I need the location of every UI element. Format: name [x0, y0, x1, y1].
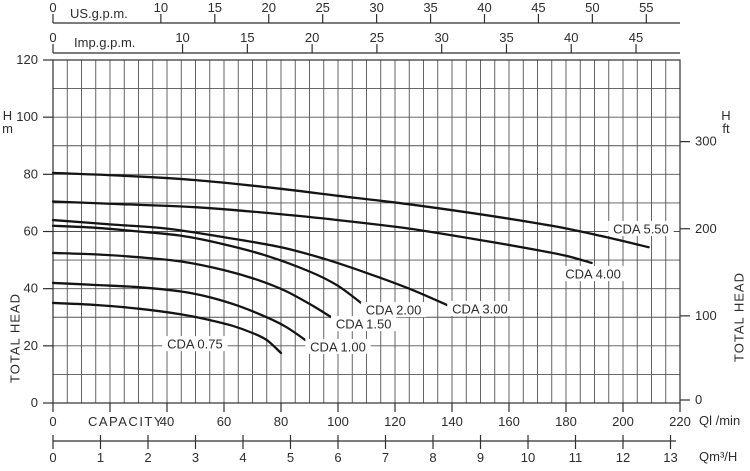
- us-gpm-unit-label: US.g.p.m.: [70, 6, 128, 21]
- us-gpm-tick-label: 35: [423, 0, 437, 15]
- left-axis-tick-label: 40: [24, 281, 38, 296]
- lmin-tick-label: 100: [327, 414, 349, 429]
- total-head-label-right: TOTAL HEAD: [731, 272, 747, 362]
- curve-label-cda-0-75: CDA 0.75: [167, 337, 223, 352]
- us-gpm-tick-label: 25: [315, 0, 329, 15]
- right-axis-tick-label: 100: [695, 308, 717, 323]
- lmin-tick-label: 180: [555, 414, 577, 429]
- curve-cda-3-00: [51, 218, 454, 309]
- m3h-tick-label: 3: [192, 450, 199, 465]
- q-m3h-unit-label: Qm³/H: [699, 449, 738, 464]
- curve-label-cda-1-50: CDA 1.50: [336, 317, 392, 332]
- imp-gpm-tick-label: 35: [499, 30, 513, 45]
- lmin-tick-label: 0: [49, 414, 56, 429]
- total-head-label-left: TOTAL HEAD: [7, 293, 23, 383]
- head-unit-left-h: H: [2, 108, 13, 123]
- right-axis-tick-label: 300: [695, 134, 717, 149]
- curve-cda-0-75: [51, 301, 283, 355]
- lmin-tick-label: 140: [441, 414, 463, 429]
- curve-label-mask: [162, 336, 228, 352]
- lmin-tick-label: 160: [498, 414, 520, 429]
- head-unit-left: H m: [0, 109, 15, 135]
- us-gpm-tick-label: 0: [49, 0, 56, 15]
- us-gpm-tick-label: 10: [154, 0, 168, 15]
- curve-cda-1-00: [51, 281, 311, 345]
- curve-label-mask: [608, 220, 674, 236]
- curve-label-mask: [447, 300, 513, 316]
- m3h-tick-label: 12: [616, 450, 630, 465]
- lmin-tick-label: 220: [669, 414, 691, 429]
- m3h-tick-label: 8: [429, 450, 436, 465]
- curve-cda-5-50: [51, 171, 650, 249]
- us-gpm-tick-label: 15: [208, 0, 222, 15]
- m3h-tick-label: 6: [334, 450, 341, 465]
- imp-gpm-tick-label: 10: [175, 30, 189, 45]
- left-axis-tick-label: 100: [16, 109, 38, 124]
- q-lmin-unit-label: Ql /min: [699, 413, 741, 428]
- us-gpm-tick-label: 20: [262, 0, 276, 15]
- m3h-tick-label: 13: [663, 450, 677, 465]
- us-gpm-tick-label: 50: [585, 0, 599, 15]
- lmin-tick-label: 60: [217, 414, 231, 429]
- head-unit-left-m: m: [2, 121, 13, 136]
- curve-label-cda-4-00: CDA 4.00: [565, 267, 621, 282]
- left-axis-tick-label: 20: [24, 338, 38, 353]
- imp-gpm-tick-label: 15: [240, 30, 254, 45]
- curve-label-cda-5-50: CDA 5.50: [613, 221, 669, 236]
- us-gpm-tick-label: 40: [477, 0, 491, 15]
- us-gpm-tick-label: 55: [639, 0, 653, 15]
- curve-cda-2-00: [51, 224, 368, 309]
- right-axis-tick-label: 0: [695, 392, 702, 407]
- imp-gpm-tick-label: 40: [564, 30, 578, 45]
- imp-gpm-tick-label: 25: [370, 30, 384, 45]
- m3h-tick-label: 9: [477, 450, 484, 465]
- lmin-tick-label: 200: [612, 414, 634, 429]
- imp-gpm-unit-label: Imp.g.p.m.: [74, 35, 136, 50]
- imp-gpm-tick-label: 20: [305, 30, 319, 45]
- m3h-tick-label: 0: [49, 450, 56, 465]
- imp-gpm-tick-label: 45: [629, 30, 643, 45]
- m3h-tick-label: 4: [239, 450, 246, 465]
- curve-label-cda-1-00: CDA 1.00: [310, 339, 366, 354]
- right-axis-tick-label: 200: [695, 221, 717, 236]
- curve-label-cda-3-00: CDA 3.00: [452, 301, 508, 316]
- lmin-tick-label: 80: [274, 414, 288, 429]
- left-axis-tick-label: 60: [24, 224, 38, 239]
- left-axis-tick-label: 120: [16, 52, 38, 67]
- curve-label-mask: [330, 316, 397, 332]
- m3h-tick-label: 10: [521, 450, 535, 465]
- left-axis-tick-label: 0: [31, 395, 38, 410]
- curve-cda-4-00: [51, 200, 593, 265]
- lmin-tick-label: 40: [160, 414, 174, 429]
- m3h-tick-label: 1: [97, 450, 104, 465]
- us-gpm-tick-label: 30: [369, 0, 383, 15]
- m3h-tick-label: 5: [287, 450, 294, 465]
- imp-gpm-tick-label: 30: [434, 30, 448, 45]
- left-axis-tick-label: 80: [24, 166, 38, 181]
- head-unit-right: H ft: [716, 109, 736, 135]
- head-unit-right-ft: ft: [722, 121, 730, 136]
- lmin-tick-label: 120: [384, 414, 406, 429]
- m3h-tick-label: 2: [144, 450, 151, 465]
- capacity-label: CAPACITY: [88, 414, 165, 429]
- curve-label-mask: [360, 302, 427, 318]
- us-gpm-tick-label: 45: [531, 0, 545, 15]
- curve-label-mask: [560, 266, 626, 282]
- curve-cda-1-50: [51, 251, 340, 323]
- head-unit-right-h: H: [721, 108, 731, 123]
- curve-label-mask: [305, 338, 371, 354]
- imp-gpm-tick-label: 0: [49, 30, 56, 45]
- curve-label-cda-2-00: CDA 2.00: [366, 303, 422, 318]
- m3h-tick-label: 11: [569, 450, 583, 465]
- m3h-tick-label: 7: [382, 450, 389, 465]
